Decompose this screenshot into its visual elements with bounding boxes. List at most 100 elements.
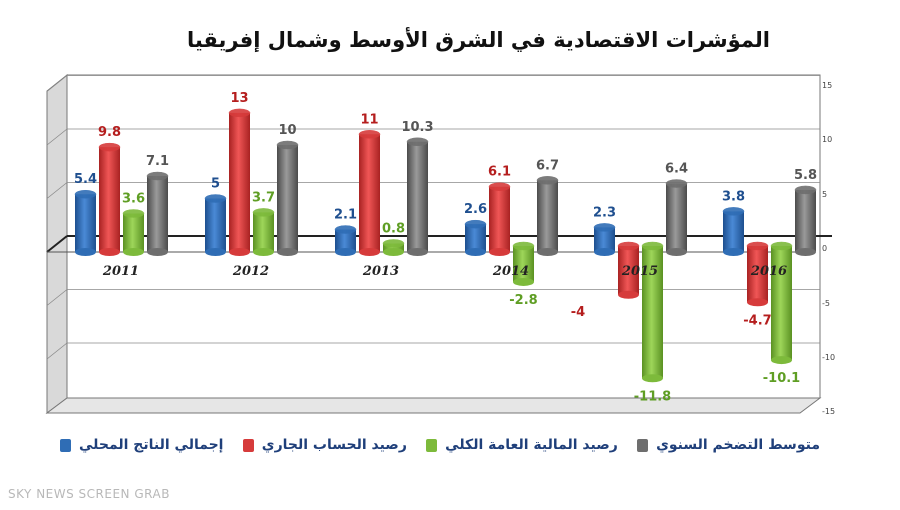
bar-base	[99, 248, 120, 256]
bar-group	[746, 241, 769, 307]
legend-item: رصيد المالية العامة الكلي	[426, 437, 618, 453]
bar-base	[407, 248, 428, 256]
bar-group	[464, 219, 487, 256]
bar-group	[794, 185, 817, 256]
bar-cap	[536, 176, 559, 185]
y-tick-label: 5	[822, 190, 827, 199]
bar	[465, 224, 486, 252]
bar-group	[382, 239, 405, 256]
bar-group	[641, 241, 664, 383]
bar-cap	[770, 241, 793, 251]
bar-value-label: 13	[230, 91, 248, 106]
bar-base	[205, 248, 226, 256]
category-label: 2014	[492, 264, 529, 279]
bar	[618, 246, 639, 295]
bar-value-label: 2.3	[593, 205, 616, 220]
bar	[513, 246, 534, 282]
bar-group	[722, 207, 745, 256]
chart-legend: إجمالي الناتج المحلي رصيد الحساب الجاري رص…	[60, 430, 820, 460]
bar-value-label: 10.3	[401, 120, 433, 135]
bar-base	[277, 248, 298, 256]
bar-value-label: -4.7	[743, 313, 771, 328]
floor	[45, 397, 822, 414]
bar-group	[98, 142, 121, 256]
bar-group	[665, 179, 688, 256]
bar-value-label: 11	[360, 112, 378, 127]
bar-group	[204, 194, 227, 256]
bar-base	[723, 248, 744, 256]
bar-base	[335, 248, 356, 256]
bar-cap	[252, 208, 275, 217]
gridline-side	[46, 342, 68, 360]
category-label: 2012	[232, 264, 269, 279]
legend-item: متوسط التضخم السنوي	[637, 437, 820, 453]
bar	[359, 134, 380, 252]
bar-base	[489, 248, 510, 256]
y-tick-label: 10	[822, 135, 832, 144]
legend-swatch	[426, 438, 438, 452]
bar-base	[75, 248, 96, 256]
bar-base	[795, 248, 816, 256]
bar	[537, 180, 558, 252]
legend-item: إجمالي الناتج المحلي	[60, 437, 223, 453]
bar-value-label: 3.8	[722, 189, 745, 204]
category-label: 2015	[621, 264, 658, 279]
legend-label: رصيد المالية العامة الكلي	[445, 437, 618, 453]
legend-label: رصيد الحساب الجاري	[261, 437, 407, 453]
chart-title: المؤشرات الاقتصادية في الشرق الأوسط وشما…	[186, 28, 770, 52]
bar	[594, 227, 615, 252]
bar-base	[771, 356, 792, 365]
bar-group	[770, 241, 793, 365]
bar-group	[406, 137, 429, 256]
y-tick-label: -5	[822, 299, 830, 308]
bar	[147, 176, 168, 252]
bar	[747, 246, 768, 303]
bar-base	[618, 290, 639, 299]
bar-base	[147, 248, 168, 256]
bar-cap	[334, 225, 357, 234]
bar-cap	[665, 179, 688, 188]
bar	[795, 189, 816, 252]
bar-value-label: 5	[211, 177, 220, 192]
bar-cap	[406, 137, 429, 147]
bar-value-label: 9.8	[98, 125, 121, 140]
legend-swatch	[637, 438, 649, 452]
bar-group	[122, 209, 145, 256]
bar-value-label: -4	[571, 305, 585, 320]
bar-cap	[794, 185, 817, 195]
legend-swatch	[242, 438, 254, 452]
bar	[75, 194, 96, 252]
bar-cap	[488, 182, 511, 191]
bar-base	[359, 248, 380, 256]
bar-value-label: 10	[278, 123, 296, 138]
bar-base	[465, 248, 486, 256]
y-tick-label: 0	[822, 244, 827, 253]
bar-value-label: 2.6	[464, 202, 487, 217]
bar-group	[358, 130, 381, 256]
bar-group	[252, 208, 275, 256]
bar-value-label: -2.8	[509, 293, 537, 308]
bar-group	[536, 176, 559, 256]
legend-swatch	[60, 438, 71, 452]
watermark: SKY NEWS SCREEN GRAB	[8, 487, 170, 501]
bar-cap	[593, 223, 616, 232]
bar-cap	[74, 189, 97, 199]
bar-group	[276, 140, 299, 256]
bar-value-label: 5.4	[74, 172, 97, 187]
bar-value-label: 5.8	[794, 168, 817, 183]
bar-base	[642, 374, 663, 383]
bar	[229, 112, 250, 253]
bar-cap	[746, 241, 769, 251]
gridline-side	[46, 75, 68, 92]
bar	[253, 212, 274, 252]
bar-base	[747, 298, 768, 307]
gridline-side	[46, 182, 68, 199]
bar	[335, 229, 356, 252]
bar-cap	[228, 108, 251, 118]
bar	[489, 186, 510, 252]
bar	[123, 213, 144, 252]
bar	[642, 246, 663, 379]
bar	[205, 198, 226, 252]
bar-cap	[204, 194, 227, 203]
